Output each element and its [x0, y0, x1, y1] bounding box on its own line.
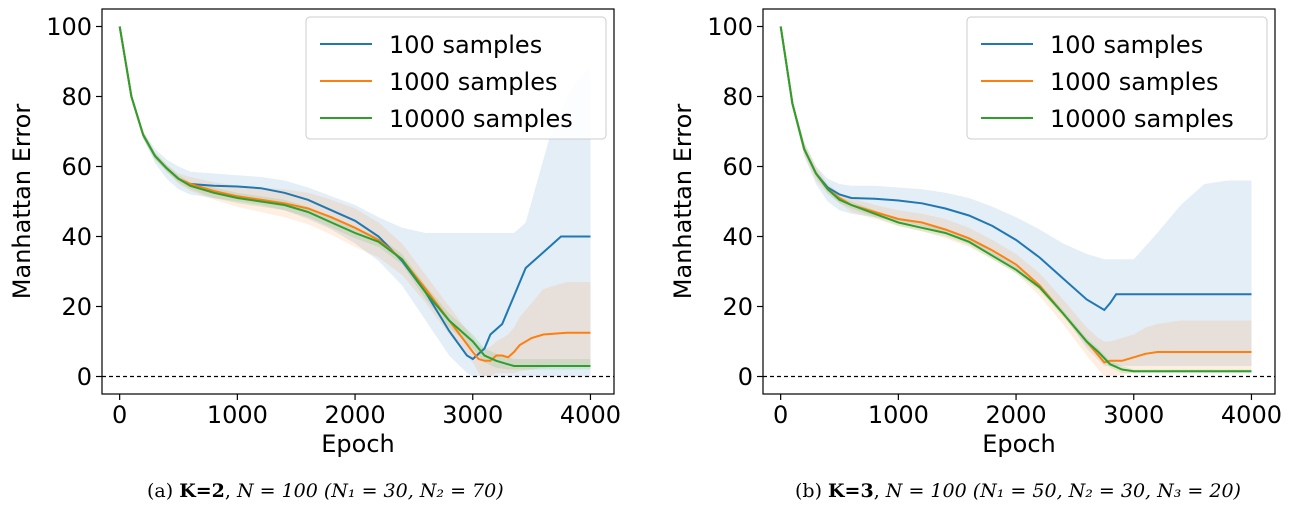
std-band-100 [780, 26, 1252, 366]
y-tick-label: 100 [46, 13, 92, 41]
x-axis-label: Epoch [321, 430, 395, 458]
legend-label: 100 samples [1050, 31, 1203, 59]
y-tick-label: 60 [61, 153, 92, 181]
caption-tag: (a) [147, 480, 174, 502]
y-axis-label: Manhattan Error [669, 104, 697, 300]
y-axis-label: Manhattan Error [8, 104, 36, 300]
x-tick-label: 4000 [560, 401, 621, 429]
series-line-100 [779, 26, 1252, 312]
chart-panel-a: 0 1000 2000 3000 4000 0 20 40 60 80 100 Epoch Manhat… [8, 8, 621, 458]
y-tick-label: 40 [722, 223, 753, 251]
series-line-10000 [779, 26, 1252, 373]
caption-tag: (b) [795, 480, 822, 502]
series-line-10000 [118, 26, 591, 367]
x-tick-label: 2000 [325, 401, 386, 429]
legend-label: 10000 samples [389, 105, 573, 133]
legend-label: 1000 samples [1050, 68, 1218, 96]
y-tick-label: 20 [61, 293, 92, 321]
y-tick-label: 0 [77, 363, 92, 391]
caption-k: K=3 [828, 480, 874, 502]
x-tick-label: 2000 [986, 401, 1047, 429]
x-tick-label: 4000 [1221, 401, 1282, 429]
y-tick-label: 80 [722, 83, 753, 111]
y-tick-label: 60 [722, 153, 753, 181]
legend-label: 10000 samples [1050, 105, 1234, 133]
caption-left: (a) K=2, N = 100 (N₁ = 30, N₂ = 70) [147, 480, 504, 502]
std-band-1000 [119, 26, 591, 377]
caption-n: N = 100 [885, 480, 967, 502]
std-band-10000 [119, 26, 591, 370]
x-tick-label: 1000 [868, 401, 929, 429]
legend: 100 samples 1000 samples 10000 samples [305, 16, 607, 140]
caption-groups: (N₁ = 50, N₂ = 30, N₃ = 20) [972, 480, 1241, 502]
plot-frame [762, 8, 1276, 395]
y-tick-label: 0 [738, 363, 753, 391]
plot-frame [101, 8, 615, 395]
caption-n: N = 100 [236, 480, 318, 502]
x-tick-label: 1000 [207, 401, 268, 429]
x-tick-label: 3000 [1103, 401, 1164, 429]
y-tick-label: 80 [61, 83, 92, 111]
caption-right: (b) K=3, N = 100 (N₁ = 50, N₂ = 30, N₃ =… [795, 480, 1241, 502]
legend-label: 1000 samples [389, 68, 557, 96]
legend: 100 samples 1000 samples 10000 samples [966, 16, 1268, 140]
x-tick-label: 0 [773, 401, 788, 429]
x-axis-label: Epoch [982, 430, 1056, 458]
legend-label: 100 samples [389, 31, 542, 59]
x-tick-label: 0 [112, 401, 127, 429]
y-tick-label: 20 [722, 293, 753, 321]
std-band-100 [119, 26, 591, 377]
std-band-1000 [780, 26, 1252, 377]
y-tick-label: 40 [61, 223, 92, 251]
chart-panel-b: 0 1000 2000 3000 4000 0 20 40 60 80 100 Epoch Manhat… [669, 8, 1282, 458]
legend-box [966, 16, 1268, 140]
x-tick-label: 3000 [442, 401, 503, 429]
caption-groups: (N₁ = 30, N₂ = 70) [323, 480, 504, 502]
y-tick-label: 100 [707, 13, 753, 41]
caption-k: K=2 [179, 480, 225, 502]
legend-box [305, 16, 607, 140]
